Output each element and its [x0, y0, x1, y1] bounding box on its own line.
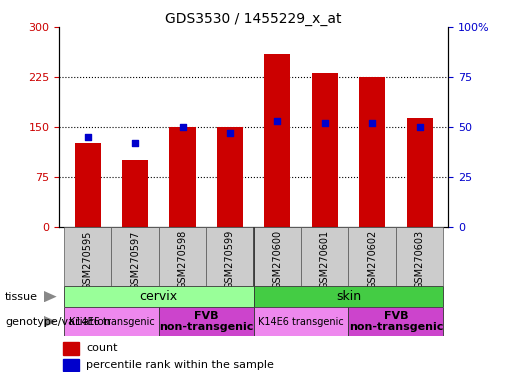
Point — [368, 120, 376, 126]
Bar — [253, 227, 301, 286]
Bar — [63, 359, 79, 371]
Bar — [111, 227, 159, 286]
Bar — [159, 307, 253, 336]
Bar — [312, 73, 338, 227]
Point — [83, 134, 92, 140]
Bar — [217, 127, 243, 227]
Polygon shape — [44, 316, 57, 327]
Bar — [75, 143, 101, 227]
Bar — [359, 77, 385, 227]
Text: GSM270597: GSM270597 — [130, 230, 140, 290]
Bar — [349, 307, 443, 336]
Bar — [253, 286, 443, 307]
Text: GSM270603: GSM270603 — [415, 230, 424, 289]
Point — [416, 124, 424, 130]
Bar — [396, 227, 443, 286]
Point — [131, 140, 139, 146]
Text: GSM270595: GSM270595 — [83, 230, 93, 290]
Point — [321, 120, 329, 126]
Bar — [64, 307, 159, 336]
Text: GSM270600: GSM270600 — [272, 230, 282, 289]
Text: GSM270598: GSM270598 — [178, 230, 187, 290]
Polygon shape — [44, 291, 57, 303]
Bar — [206, 227, 254, 286]
Bar — [159, 227, 206, 286]
Text: skin: skin — [336, 290, 361, 303]
Text: cervix: cervix — [140, 290, 178, 303]
Bar — [264, 53, 290, 227]
Bar — [64, 227, 111, 286]
Text: K14E6 transgenic: K14E6 transgenic — [258, 316, 344, 327]
Point — [178, 124, 186, 130]
Bar — [301, 227, 349, 286]
Text: FVB
non-transgenic: FVB non-transgenic — [159, 311, 253, 332]
Text: GSM270599: GSM270599 — [225, 230, 235, 290]
Text: tissue: tissue — [5, 291, 38, 302]
Bar — [253, 307, 349, 336]
Bar — [349, 227, 396, 286]
Bar — [63, 343, 79, 354]
Point — [226, 130, 234, 136]
Bar — [169, 127, 196, 227]
Bar — [64, 286, 253, 307]
Title: GDS3530 / 1455229_x_at: GDS3530 / 1455229_x_at — [165, 12, 342, 26]
Bar — [406, 118, 433, 227]
Text: FVB
non-transgenic: FVB non-transgenic — [349, 311, 443, 332]
Text: genotype/variation: genotype/variation — [5, 316, 111, 327]
Bar — [122, 160, 148, 227]
Text: GSM270602: GSM270602 — [367, 230, 377, 290]
Text: GSM270601: GSM270601 — [320, 230, 330, 289]
Text: count: count — [87, 343, 118, 353]
Point — [273, 118, 282, 124]
Text: K14E6 transgenic: K14E6 transgenic — [68, 316, 154, 327]
Text: percentile rank within the sample: percentile rank within the sample — [87, 359, 274, 369]
